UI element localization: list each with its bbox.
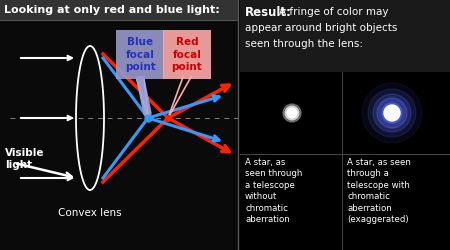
Text: Red
focal
point: Red focal point	[171, 37, 202, 72]
Circle shape	[285, 106, 299, 120]
FancyBboxPatch shape	[116, 30, 164, 79]
Text: A star, as
seen through
a telescope
without
chromatic
aberration: A star, as seen through a telescope with…	[245, 158, 302, 224]
Text: A fringe of color may: A fringe of color may	[279, 7, 388, 17]
Circle shape	[384, 105, 400, 121]
Text: Blue
focal
point: Blue focal point	[125, 37, 155, 72]
Circle shape	[382, 103, 402, 123]
FancyBboxPatch shape	[0, 0, 238, 250]
Text: seen through the lens:: seen through the lens:	[245, 39, 363, 49]
FancyBboxPatch shape	[240, 0, 450, 72]
Circle shape	[377, 98, 407, 128]
Circle shape	[287, 108, 297, 118]
Circle shape	[283, 104, 301, 122]
Text: Visible
light: Visible light	[5, 148, 45, 170]
FancyBboxPatch shape	[0, 0, 238, 20]
FancyBboxPatch shape	[240, 154, 450, 250]
Circle shape	[373, 94, 411, 132]
Text: Convex lens: Convex lens	[58, 208, 122, 218]
FancyBboxPatch shape	[163, 30, 211, 79]
Text: appear around bright objects: appear around bright objects	[245, 23, 397, 33]
FancyBboxPatch shape	[240, 72, 450, 154]
Text: Looking at only red and blue light:: Looking at only red and blue light:	[4, 5, 220, 15]
Circle shape	[368, 89, 416, 137]
Text: A star, as seen
through a
telescope with
chromatic
aberration
(exaggerated): A star, as seen through a telescope with…	[347, 158, 411, 224]
Circle shape	[362, 83, 422, 143]
Text: Result:: Result:	[245, 6, 292, 18]
